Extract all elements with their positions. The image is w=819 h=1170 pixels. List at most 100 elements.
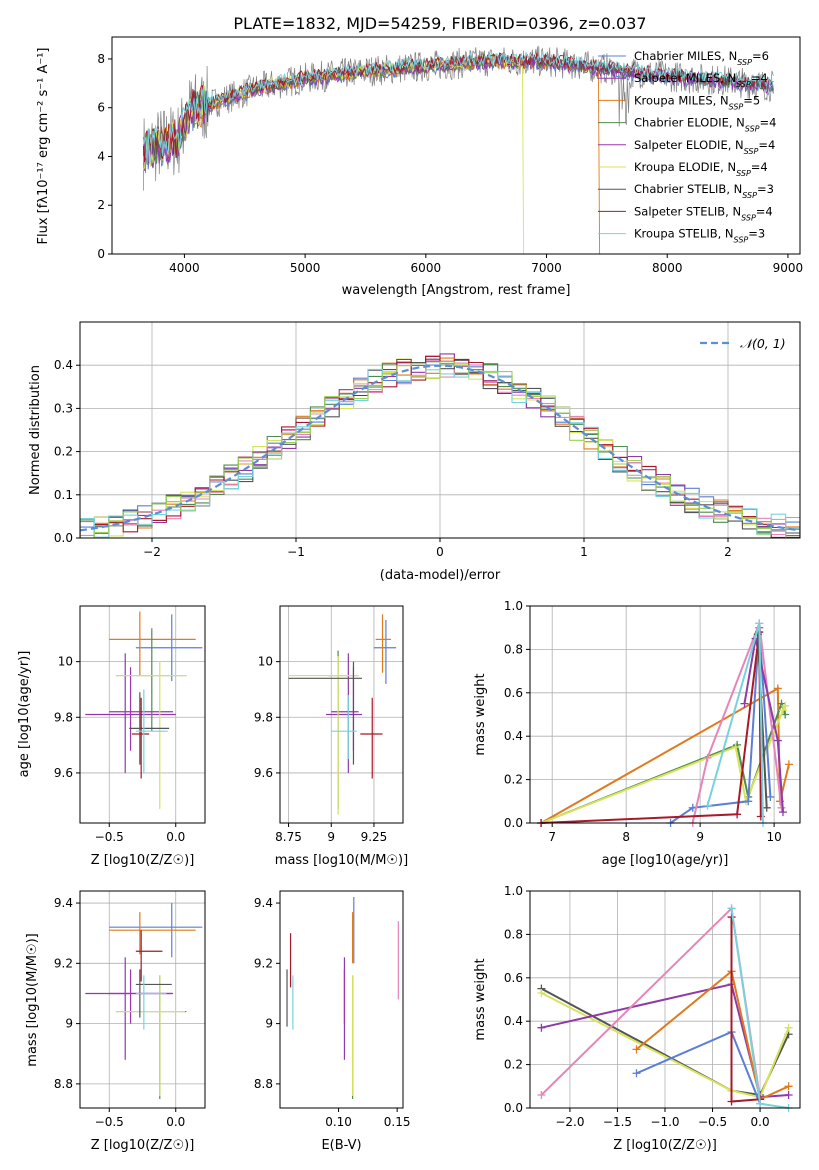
y-axis-label: mass weight (473, 958, 488, 1040)
legend-label: Chabrier MILES, NSSP=6 (634, 49, 769, 67)
weight-line (540, 906, 762, 1100)
weight-marker (773, 684, 782, 693)
x-tick-label: −1 (287, 545, 305, 559)
y-tick-label: 0.0 (54, 531, 73, 545)
figure-title: PLATE=1832, MJD=54259, FIBERID=0396, z=0… (233, 14, 646, 33)
legend-subscript: SSP (736, 169, 751, 178)
x-tick-label: 9.25 (361, 830, 388, 844)
weight-marker (755, 619, 764, 628)
weight-line (743, 638, 784, 813)
model-line-kroupa_stelib (142, 51, 774, 165)
x-axis-label: Z [log10(Z/Z☉)] (91, 853, 195, 868)
x-axis-label: Z [log10(Z/Z☉)] (613, 1138, 717, 1153)
x-tick-label: −2.0 (555, 1115, 584, 1129)
weight-line (635, 969, 790, 1101)
legend-subscript: SSP (741, 213, 756, 222)
spectrum-chart: 4000 5000 6000 7000 8000 9000 0 2 4 6 8 Chabrier MI… (36, 36, 803, 298)
weight-marker (703, 801, 712, 810)
legend-label: 𝒩(0, 1) (740, 336, 786, 351)
y-tick-label: 9 (265, 1017, 273, 1031)
x-tick-label: 0.10 (325, 1115, 352, 1129)
legend-subscript: SSP (737, 58, 752, 67)
y-axis-label: mass weight (473, 673, 488, 755)
y-axis-label: Normed distribution (28, 365, 43, 495)
weight-marker (703, 753, 712, 762)
x-tick-label: −1.5 (603, 1115, 632, 1129)
y-tick-label: 0.0 (504, 1101, 523, 1115)
legend-label: Salpeter ELODIE, NSSP=4 (634, 138, 775, 156)
legend-subscript: SSP (729, 102, 744, 111)
axes-frame (279, 890, 404, 1109)
weight-marker (632, 1069, 641, 1078)
y-tick-label: 9 (65, 1017, 73, 1031)
weight-marker (773, 736, 782, 745)
residual-chart: −2 −1 0 1 2 0.0 0.1 0.2 0.3 0.4 𝒩(0, 1) (data-model… (28, 321, 801, 583)
weight-marker (740, 699, 749, 708)
mass_vs_Z-chart: −0.5 0.0 8.8 9 9.2 9.4 Z [log10(Z/Z☉)] mass [lo… (25, 890, 206, 1153)
weight-marker (727, 904, 736, 913)
x-tick-label: 8 (622, 830, 630, 844)
weight-marker (537, 988, 546, 997)
histogram-series (80, 358, 800, 538)
normal-curve (79, 364, 801, 532)
y-tick-label: 8.8 (54, 1077, 73, 1091)
weight-marker (537, 1090, 546, 1099)
weight-marker (762, 803, 771, 812)
legend-label: Salpeter STELIB, NSSP=4 (634, 204, 773, 222)
y-tick-label: 1.0 (504, 599, 523, 613)
axes-frame (79, 605, 206, 824)
legend-label: Kroupa STELIB, NSSP=3 (634, 227, 765, 245)
weight-marker (766, 792, 775, 801)
weight-marker (733, 810, 742, 819)
x-tick-label: 0.0 (166, 1115, 185, 1129)
x-axis-label: E(B-V) (321, 1138, 361, 1153)
weight_vs_Z-chart: −2.0 −1.5 −1.0 −0.5 0.0 0.0 0.2 0.4 0.6 0.8 1.0 Z [… (473, 884, 801, 1153)
histogram-series (80, 361, 800, 538)
legend-label: Salpeter MILES, NSSP=4 (634, 71, 768, 89)
weight-line (541, 631, 762, 824)
x-tick-label: 7000 (531, 261, 562, 275)
y-tick-label: 8.8 (254, 1077, 273, 1091)
axes-frame (111, 36, 801, 255)
y-tick-label: 0.4 (504, 1014, 523, 1028)
weight-marker (784, 1082, 793, 1091)
y-tick-label: 1.0 (504, 884, 523, 898)
x-tick-label: −2 (143, 545, 161, 559)
y-tick-label: 0.1 (54, 488, 73, 502)
y-tick-label: 6 (97, 101, 105, 115)
weight-marker (784, 1090, 793, 1099)
x-tick-label: 0.0 (751, 1115, 770, 1129)
x-tick-label: −1.0 (650, 1115, 679, 1129)
y-tick-label: 9.6 (254, 766, 273, 780)
y-tick-label: 4 (97, 149, 105, 163)
y-tick-label: 9.4 (54, 896, 73, 910)
y-tick-label: 0.8 (504, 642, 523, 656)
weight-marker (784, 760, 793, 769)
age_vs_mass-chart: 8.75 9 9.25 9.6 9.8 10 mass [log10(M/M☉)] (254, 605, 408, 868)
y-axis-label: Flux [fλ10⁻¹⁷ erg cm⁻² s⁻¹ A⁻¹] (36, 48, 51, 245)
legend-label: Kroupa ELODIE, NSSP=4 (634, 160, 768, 178)
x-axis-label: age [log10(age/yr)] (602, 853, 729, 868)
x-tick-label: 0.0 (166, 830, 185, 844)
weight-marker (727, 1097, 736, 1106)
x-axis-label: mass [log10(M/M☉)] (275, 853, 408, 868)
x-tick-label: 0.15 (384, 1115, 411, 1129)
weight-marker (781, 710, 790, 719)
weight-marker (778, 808, 787, 817)
y-tick-label: 0.2 (504, 773, 523, 787)
legend-subscript: SSP (734, 235, 749, 244)
legend-subscript: SSP (744, 146, 759, 155)
x-tick-label: 0 (436, 545, 444, 559)
y-axis-label: mass [log10(M/M☉)] (25, 933, 40, 1066)
weight-marker (537, 1023, 546, 1032)
y-tick-label: 0.6 (504, 971, 523, 985)
x-axis-label: wavelength [Angstrom, rest frame] (342, 283, 571, 298)
age_vs_Z-chart: −0.5 0.0 9.6 9.8 10 Z [log10(Z/Z☉)] age [log10… (17, 605, 206, 868)
weight-marker (632, 1045, 641, 1054)
legend-label: Chabrier ELODIE, NSSP=4 (634, 116, 776, 134)
y-tick-label: 0.2 (504, 1058, 523, 1072)
weight_vs_age-chart: 7 8 9 10 0.0 0.2 0.4 0.6 0.8 1.0 age [log10(age/yr… (473, 599, 801, 868)
y-tick-label: 0.4 (54, 358, 73, 372)
x-tick-label: 7 (548, 830, 556, 844)
